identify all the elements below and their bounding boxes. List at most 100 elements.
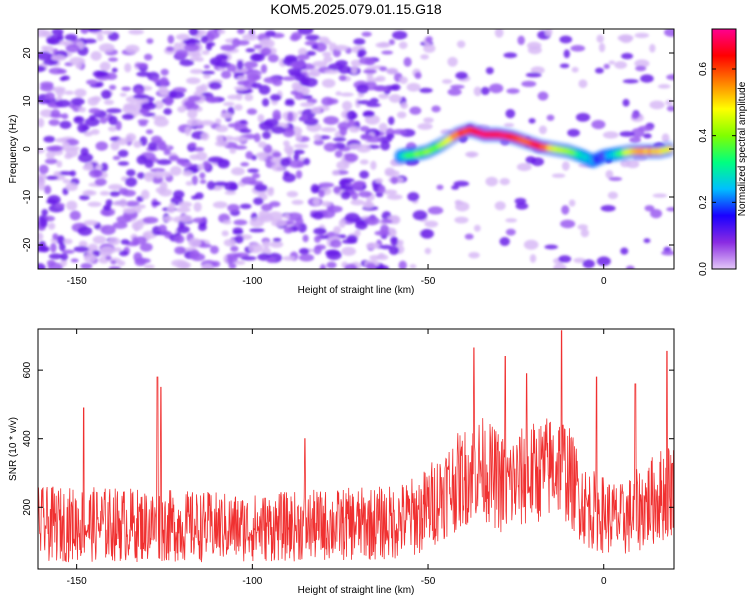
noise-blob (447, 88, 462, 96)
noise-blob (392, 30, 408, 40)
noise-blob (333, 186, 341, 194)
noise-blob (649, 100, 665, 110)
noise-blob (485, 67, 494, 75)
noise-blob (201, 50, 210, 55)
noise-blob (197, 243, 212, 248)
noise-blob (191, 175, 198, 186)
noise-blob (175, 33, 190, 41)
noise-blob (254, 183, 268, 192)
noise-blob (506, 88, 520, 94)
noise-blob (333, 226, 341, 235)
noise-blob (245, 48, 256, 53)
noise-blob (313, 133, 322, 141)
noise-blob (359, 170, 370, 179)
noise-blob (634, 32, 650, 39)
noise-blob (65, 182, 78, 192)
noise-blob (350, 199, 365, 206)
noise-blob (186, 77, 201, 85)
noise-blob (338, 219, 346, 228)
noise-blob (221, 230, 229, 237)
noise-blob (60, 253, 69, 261)
noise-blob (193, 201, 202, 212)
noise-blob (239, 119, 248, 124)
noise-blob (253, 132, 261, 143)
noise-blob (46, 199, 58, 205)
noise-blob (200, 132, 210, 141)
noise-blob (301, 86, 310, 96)
noise-blob (83, 219, 98, 226)
noise-blob (212, 201, 228, 209)
noise-blob (489, 83, 504, 94)
noise-blob (311, 44, 319, 50)
noise-blob (390, 159, 399, 167)
noise-blob (299, 102, 315, 108)
noise-blob (260, 47, 272, 56)
noise-blob (121, 86, 132, 92)
noise-blob (122, 207, 137, 214)
noise-blob (312, 211, 324, 220)
noise-blob (201, 70, 215, 75)
noise-blob (191, 52, 202, 58)
noise-blob (239, 128, 252, 134)
noise-blob (348, 126, 360, 133)
noise-blob (235, 92, 243, 101)
noise-blob (390, 176, 398, 185)
noise-blob (103, 204, 112, 212)
noise-blob (39, 84, 55, 92)
noise-blob (143, 171, 155, 182)
noise-blob (99, 246, 116, 255)
noise-blob (108, 266, 121, 269)
noise-blob (179, 214, 193, 223)
noise-blob (644, 205, 655, 212)
noise-blob (626, 160, 640, 169)
noise-blob (355, 220, 368, 230)
noise-blob (252, 53, 262, 61)
noise-blob (117, 161, 130, 166)
noise-blob (313, 227, 327, 235)
noise-blob (596, 34, 604, 43)
noise-blob (573, 257, 586, 263)
noise-blob (505, 218, 518, 223)
noise-blob (62, 141, 70, 152)
noise-blob (215, 134, 224, 143)
noise-blob (147, 141, 158, 151)
noise-blob (232, 38, 241, 48)
noise-blob (288, 159, 305, 169)
noise-blob (396, 111, 407, 119)
noise-blob (41, 208, 49, 216)
noise-blob (419, 87, 433, 93)
noise-blob (272, 237, 282, 242)
noise-blob (387, 116, 395, 125)
noise-blob (43, 215, 56, 222)
noise-blob (373, 86, 389, 92)
noise-blob (84, 190, 94, 195)
spectrogram-x-ticks: -150 -100 -50 0 (67, 29, 607, 287)
noise-blob (142, 216, 159, 224)
noise-blob (87, 29, 102, 33)
noise-blob (70, 258, 79, 263)
colorbar-ticks: 0.0 0.2 0.4 0.6 (698, 62, 736, 276)
noise-blob (327, 205, 343, 213)
y-tick-label: 10 (22, 95, 33, 107)
noise-blob (529, 254, 537, 263)
noise-blob (571, 66, 579, 73)
noise-blob (78, 152, 94, 163)
noise-blob (607, 191, 618, 200)
noise-blob (117, 149, 129, 158)
noise-blob (388, 39, 395, 46)
colorbar-label: Normalized spectral amplitude (737, 81, 748, 216)
noise-blob (73, 246, 89, 253)
noise-blob (103, 99, 115, 105)
noise-blob (406, 82, 421, 92)
noise-blob (303, 157, 311, 166)
noise-blob (131, 221, 144, 231)
noise-blob (202, 160, 210, 170)
noise-blob (403, 57, 412, 67)
noise-blob (293, 143, 309, 149)
noise-blob (187, 109, 198, 119)
noise-blob (170, 165, 182, 176)
noise-blob (112, 155, 121, 161)
noise-blob (296, 54, 310, 61)
noise-blob (258, 141, 267, 148)
noise-blob (203, 64, 211, 69)
